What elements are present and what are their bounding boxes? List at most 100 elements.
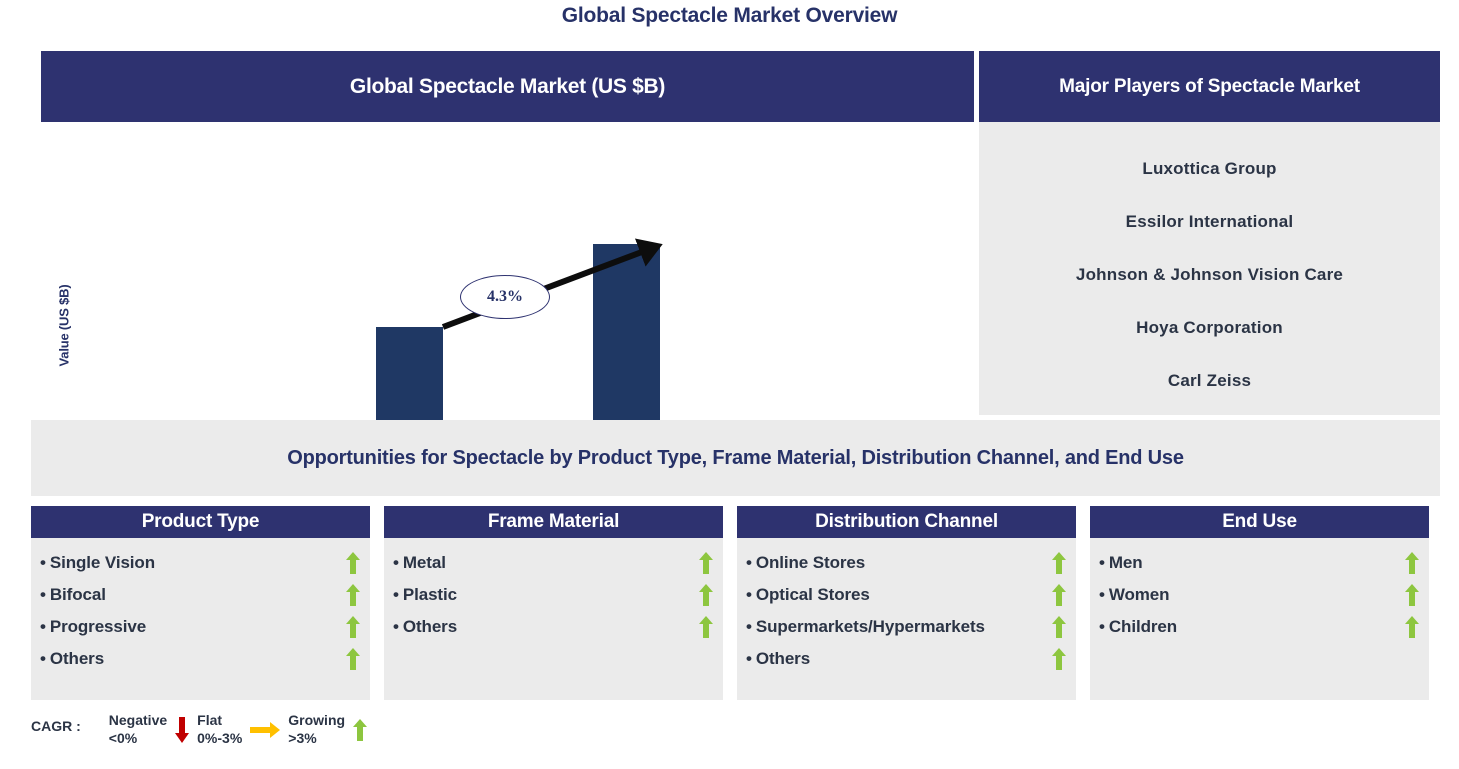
- list-item: • Metal: [393, 547, 713, 579]
- bullet-icon: •: [393, 585, 399, 604]
- list-item: • Others: [746, 643, 1066, 675]
- list-item: • Single Vision: [40, 547, 360, 579]
- card-frame-material: Frame Material • Metal • Plastic • Others: [384, 506, 723, 700]
- legend-label: Flat: [197, 712, 223, 728]
- card-header: End Use: [1090, 506, 1429, 538]
- card-item-label: Children: [1108, 617, 1178, 636]
- list-item: • Others: [393, 611, 713, 643]
- legend-label: Growing: [288, 712, 346, 728]
- arrow-up-icon: [346, 552, 360, 574]
- category-cards-row: Product Type • Single Vision • Bifocal • Pr…: [31, 506, 1440, 700]
- arrow-up-icon: [353, 719, 368, 741]
- card-item-label: Bifocal: [49, 585, 106, 604]
- card-list: • Online Stores • Optical Stores • Supermar…: [737, 538, 1076, 700]
- bullet-icon: •: [40, 617, 46, 636]
- major-players-header: Major Players of Spectacle Market: [979, 51, 1440, 122]
- arrow-up-icon: [699, 552, 713, 574]
- arrow-right-icon: [250, 722, 281, 738]
- chart-panel-title: Global Spectacle Market (US $B): [349, 74, 666, 98]
- list-item: Essilor International: [1125, 211, 1294, 231]
- opportunities-banner-text: Opportunities for Spectacle by Product T…: [287, 446, 1184, 469]
- card-item-label: Optical Stores: [755, 585, 870, 604]
- card-item-label: Others: [49, 649, 105, 668]
- list-item: • Men: [1099, 547, 1419, 579]
- growth-arrow-icon: [441, 238, 663, 330]
- bullet-icon: •: [393, 617, 399, 636]
- major-players-panel: Major Players of Spectacle Market Luxott…: [979, 51, 1440, 415]
- card-item-label: Men: [1108, 553, 1143, 572]
- bullet-icon: •: [746, 585, 752, 604]
- arrow-up-icon: [699, 584, 713, 606]
- card-product-type: Product Type • Single Vision • Bifocal • Pr…: [31, 506, 370, 700]
- arrow-up-icon: [346, 616, 360, 638]
- arrow-up-icon: [1052, 584, 1066, 606]
- chart-panel: Global Spectacle Market (US $B) Value (U…: [41, 51, 974, 484]
- legend-entry-negative: Negative <0%: [108, 712, 190, 748]
- arrow-up-icon: [1052, 616, 1066, 638]
- card-list: • Single Vision • Bifocal • Progressive • Ot…: [31, 538, 370, 700]
- legend-range: >3%: [288, 729, 317, 746]
- list-item: • Bifocal: [40, 579, 360, 611]
- arrow-down-icon: [175, 717, 190, 743]
- arrow-up-icon: [699, 616, 713, 638]
- arrow-up-icon: [1405, 552, 1419, 574]
- card-item-label: Others: [402, 617, 458, 636]
- card-title: Product Type: [141, 511, 260, 532]
- list-item: • Optical Stores: [746, 579, 1066, 611]
- bullet-icon: •: [746, 553, 752, 572]
- legend-entry-flat: Flat 0%-3%: [197, 712, 281, 748]
- bullet-icon: •: [1099, 617, 1105, 636]
- bullet-icon: •: [40, 585, 46, 604]
- list-item: • Children: [1099, 611, 1419, 643]
- legend-entry-growing: Growing >3%: [288, 712, 368, 748]
- bullet-icon: •: [40, 553, 46, 572]
- list-item: Hoya Corporation: [1136, 317, 1283, 337]
- bullet-icon: •: [393, 553, 399, 572]
- chart-y-axis-label: Value (US $B): [56, 284, 72, 367]
- card-item-label: Online Stores: [755, 553, 866, 572]
- arrow-up-icon: [1052, 552, 1066, 574]
- cagr-value: 4.3%: [487, 288, 523, 305]
- bar-chart: Value (US $B) 4.3% 2024 2031 Source : Lu…: [41, 122, 974, 484]
- list-item: • Supermarkets/Hypermarkets: [746, 611, 1066, 643]
- card-item-label: Plastic: [402, 585, 457, 604]
- arrow-up-icon: [346, 584, 360, 606]
- card-title: End Use: [1222, 511, 1297, 532]
- chart-panel-header: Global Spectacle Market (US $B): [41, 51, 974, 122]
- card-item-label: Progressive: [49, 617, 147, 636]
- card-title: Frame Material: [487, 511, 620, 532]
- bullet-icon: •: [746, 649, 752, 668]
- list-item: Luxottica Group: [1142, 158, 1277, 178]
- card-header: Frame Material: [384, 506, 723, 538]
- legend-label: Negative: [108, 712, 168, 728]
- card-header: Product Type: [31, 506, 370, 538]
- arrow-up-icon: [1405, 616, 1419, 638]
- card-header: Distribution Channel: [737, 506, 1076, 538]
- legend-range: 0%-3%: [197, 729, 243, 746]
- card-item-label: Women: [1108, 585, 1170, 604]
- card-list: • Metal • Plastic • Others: [384, 538, 723, 700]
- card-distribution-channel: Distribution Channel • Online Stores • Opt…: [737, 506, 1076, 700]
- card-list: • Men • Women • Children: [1090, 538, 1429, 700]
- list-item: • Others: [40, 643, 360, 675]
- card-title: Distribution Channel: [815, 511, 998, 532]
- cagr-callout: 4.3%: [460, 275, 550, 319]
- major-players-title: Major Players of Spectacle Market: [1059, 75, 1360, 97]
- card-item-label: Metal: [402, 553, 446, 572]
- arrow-up-icon: [1405, 584, 1419, 606]
- card-end-use: End Use • Men • Women • Children: [1090, 506, 1429, 700]
- bullet-icon: •: [1099, 553, 1105, 572]
- bullet-icon: •: [746, 617, 752, 636]
- list-item: Johnson & Johnson Vision Care: [1075, 264, 1344, 284]
- page-title: Global Spectacle Market Overview: [561, 4, 898, 27]
- card-item-label: Others: [755, 649, 811, 668]
- opportunities-banner: Opportunities for Spectacle by Product T…: [31, 420, 1440, 496]
- list-item: • Plastic: [393, 579, 713, 611]
- list-item: • Online Stores: [746, 547, 1066, 579]
- cagr-legend: CAGR : Negative <0% Flat 0%-3% Growing >…: [31, 712, 531, 760]
- card-item-label: Single Vision: [49, 553, 155, 572]
- list-item: Carl Zeiss: [1167, 370, 1252, 390]
- bullet-icon: •: [40, 649, 46, 668]
- list-item: • Progressive: [40, 611, 360, 643]
- bullet-icon: •: [1099, 585, 1105, 604]
